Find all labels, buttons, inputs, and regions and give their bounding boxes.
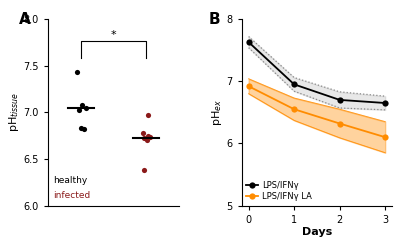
Text: A: A: [19, 12, 31, 27]
Point: [76, 109, 82, 112]
Point: [141, 168, 148, 172]
Text: B: B: [209, 12, 220, 27]
LPS/IFNγ: [383, 102, 388, 104]
Point: [147, 136, 153, 139]
LPS/IFNγ: [292, 83, 296, 86]
Point: [144, 134, 151, 138]
Point: [79, 103, 86, 107]
Y-axis label: pH$_{ex}$: pH$_{ex}$: [210, 99, 224, 126]
X-axis label: Days: Days: [302, 227, 332, 237]
Text: healthy: healthy: [53, 176, 88, 185]
Point: [78, 126, 84, 130]
LPS/IFNγ: [246, 41, 251, 43]
Y-axis label: pH$_{tissue}$: pH$_{tissue}$: [7, 92, 21, 132]
LPS/IFNγ LA: [246, 85, 251, 88]
Point: [140, 131, 146, 135]
Line: LPS/IFNγ LA: LPS/IFNγ LA: [246, 83, 388, 140]
Text: infected: infected: [53, 191, 90, 200]
Point: [144, 138, 150, 142]
Point: [82, 106, 89, 109]
LPS/IFNγ LA: [337, 122, 342, 125]
LPS/IFNγ LA: [383, 136, 388, 139]
Text: *: *: [110, 30, 116, 40]
Line: LPS/IFNγ: LPS/IFNγ: [246, 39, 388, 106]
Legend: LPS/IFNγ, LPS/IFNγ LA: LPS/IFNγ, LPS/IFNγ LA: [246, 181, 312, 201]
Point: [81, 127, 87, 131]
LPS/IFNγ: [337, 98, 342, 101]
Point: [140, 136, 147, 140]
Point: [74, 70, 80, 74]
Point: [144, 113, 151, 117]
LPS/IFNγ LA: [292, 108, 296, 111]
